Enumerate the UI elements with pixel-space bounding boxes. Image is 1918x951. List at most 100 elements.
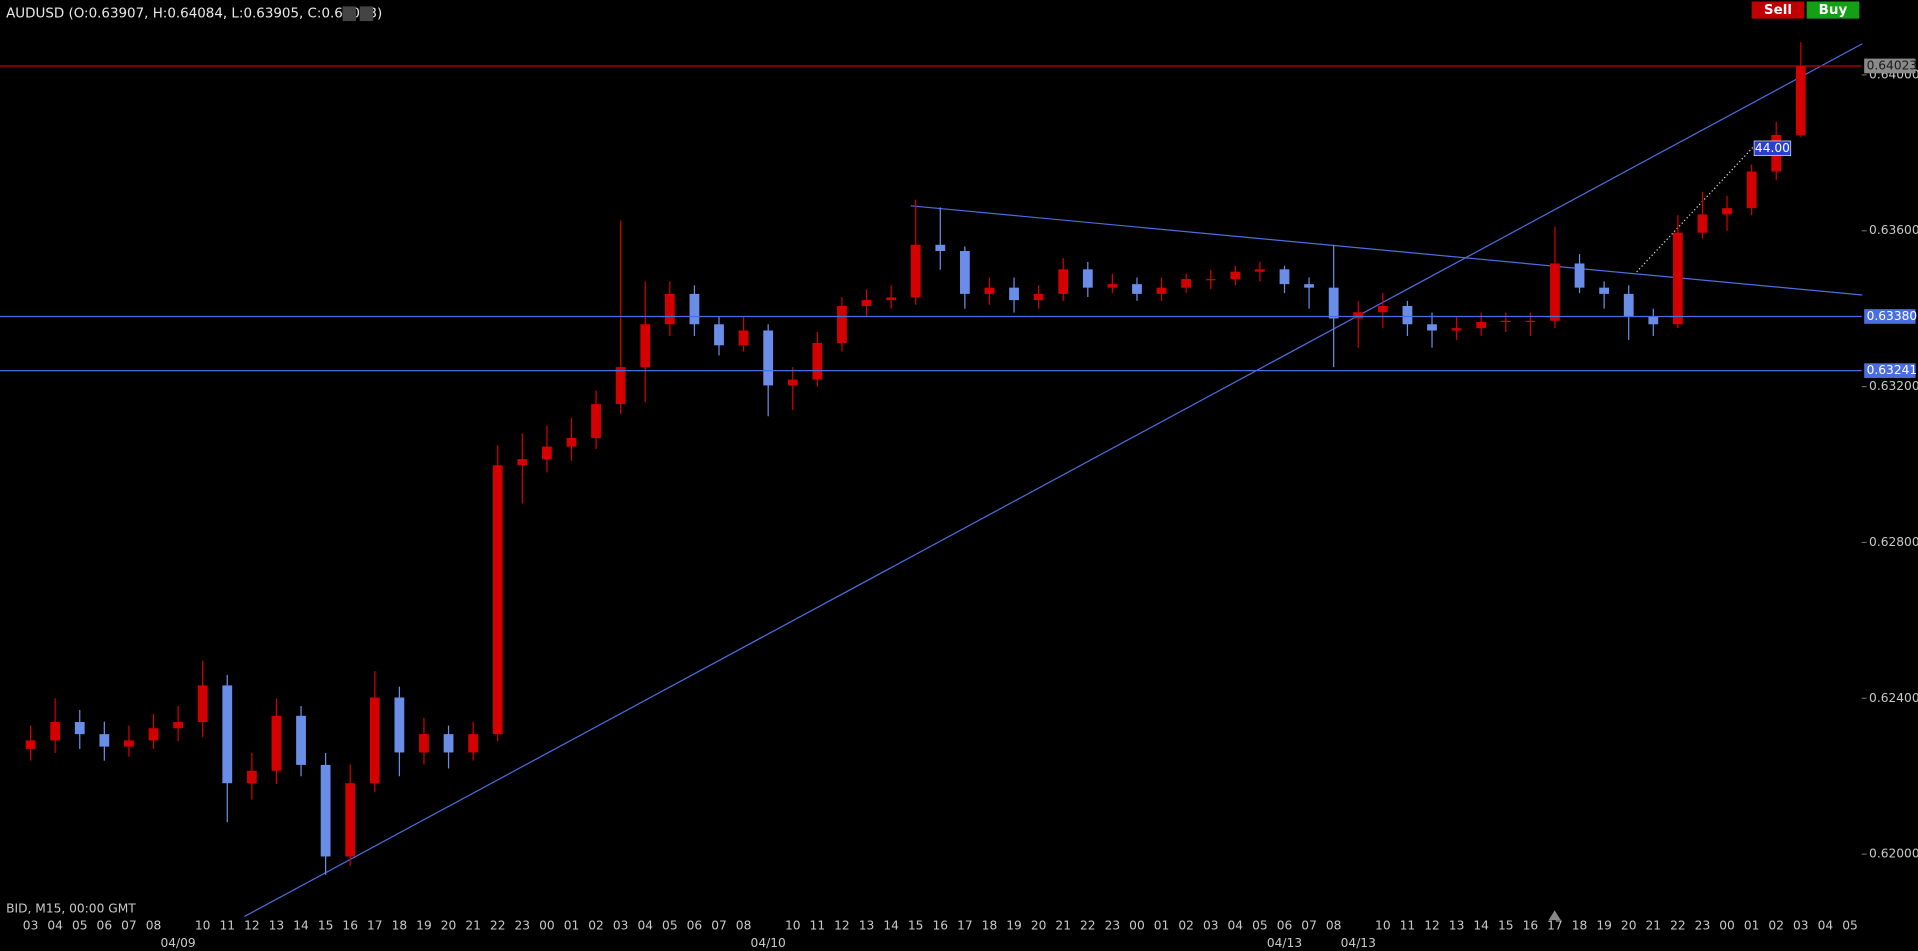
candle-body [271, 715, 282, 771]
candle-body [959, 251, 970, 294]
x-tick-label: 00 [539, 919, 555, 933]
x-tick-label: 12 [1424, 919, 1440, 933]
x-tick-label: 22 [490, 919, 506, 933]
x-tick-label: 12 [834, 919, 850, 933]
x-tick-label: 04 [637, 919, 653, 933]
x-tick-label: 13 [269, 919, 285, 933]
x-tick-label: 15 [318, 919, 334, 933]
buy-label[interactable]: Buy [1819, 3, 1848, 18]
x-tick-label: 02 [1178, 919, 1194, 933]
candle-body [1746, 171, 1757, 209]
candle-body [345, 783, 356, 857]
candle-body [1623, 293, 1634, 317]
date-label: 04/13 [1341, 936, 1376, 950]
marker [1548, 910, 1561, 921]
candle-body [1550, 263, 1560, 321]
x-tick-label: 08 [736, 919, 752, 933]
x-tick-label: 21 [1646, 919, 1662, 933]
buy-button[interactable] [1806, 1, 1860, 19]
candle-body [1132, 284, 1142, 294]
y-tick-label: 0.62400 [1869, 691, 1918, 705]
level-label: 0.64023 [1867, 58, 1918, 72]
x-tick-label: 08 [1326, 919, 1342, 933]
candle-body [124, 740, 134, 747]
x-tick-label: 20 [1621, 919, 1637, 933]
annotation: 44.00 [1755, 141, 1790, 155]
x-tick-label: 19 [1596, 919, 1612, 933]
candle-body [222, 685, 233, 784]
candle-body [1722, 208, 1732, 215]
y-tick-label: 0.63200 [1869, 379, 1918, 393]
candle-body [468, 734, 479, 753]
x-tick-label: 07 [1301, 919, 1317, 933]
candle-body [689, 293, 700, 325]
candle-body [1304, 284, 1314, 288]
candle-body [197, 685, 208, 723]
candle-body [935, 244, 946, 252]
x-tick-label: 17 [1547, 919, 1563, 933]
x-tick-label: 01 [564, 919, 580, 933]
x-tick-label: 14 [293, 919, 309, 933]
candle-body [1082, 269, 1093, 288]
sell-button[interactable] [1751, 1, 1805, 19]
candle-body [1795, 65, 1806, 135]
x-tick-label: 17 [957, 919, 973, 933]
candle-body [861, 300, 872, 306]
x-tick-label: 03 [1203, 919, 1219, 933]
candle-body [714, 324, 724, 346]
icon[interactable] [342, 6, 356, 22]
candle-body [837, 305, 847, 343]
x-tick-label: 02 [1768, 919, 1784, 933]
candle-body [148, 728, 159, 741]
candle-body [1205, 279, 1216, 281]
x-tick-label: 16 [1523, 919, 1539, 933]
candle-body [1058, 269, 1069, 294]
x-tick-label: 18 [1572, 919, 1588, 933]
candle-body [74, 722, 85, 735]
x-tick-label: 19 [416, 919, 432, 933]
candle-body [1107, 284, 1118, 288]
x-tick-label: 10 [785, 919, 801, 933]
candle-body [1230, 271, 1241, 280]
x-tick-label: 01 [1744, 919, 1760, 933]
candle-body [1181, 279, 1192, 288]
candle-body [1156, 287, 1167, 294]
candle-body [1279, 269, 1290, 285]
x-tick-label: 07 [121, 919, 137, 933]
x-tick-label: 07 [711, 919, 727, 933]
x-tick-label: 08 [146, 919, 162, 933]
candle-body [99, 734, 110, 747]
candle-body [1255, 269, 1265, 272]
candle-body [419, 734, 429, 753]
y-tick-label: 0.62000 [1869, 847, 1918, 861]
x-tick-label: 16 [933, 919, 949, 933]
y-tick-label: 0.62800 [1869, 535, 1918, 549]
x-tick-label: 04 [1228, 919, 1244, 933]
candle-body [984, 287, 995, 294]
candle-body [591, 404, 601, 439]
candle-body [1328, 287, 1339, 319]
x-tick-label: 15 [908, 919, 924, 933]
icon[interactable] [359, 6, 374, 22]
candle-body [1033, 293, 1044, 301]
x-tick-label: 19 [1006, 919, 1022, 933]
x-tick-label: 06 [687, 919, 703, 933]
candle-body [1451, 328, 1462, 331]
date-label: 04/13 [1267, 936, 1302, 950]
x-tick-label: 03 [613, 919, 629, 933]
date-label: 04/09 [160, 936, 195, 950]
candle-body [394, 697, 405, 753]
candle-body [664, 293, 675, 325]
x-tick-label: 06 [97, 919, 113, 933]
candle-body [1672, 232, 1683, 325]
x-tick-label: 04 [47, 919, 63, 933]
candle-body [1648, 316, 1659, 325]
x-tick-label: 23 [1695, 919, 1711, 933]
candle-body [246, 770, 257, 784]
candle-body [542, 446, 552, 460]
candle-body [1009, 287, 1019, 301]
sell-label[interactable]: Sell [1764, 3, 1792, 18]
x-tick-label: 22 [1670, 919, 1686, 933]
